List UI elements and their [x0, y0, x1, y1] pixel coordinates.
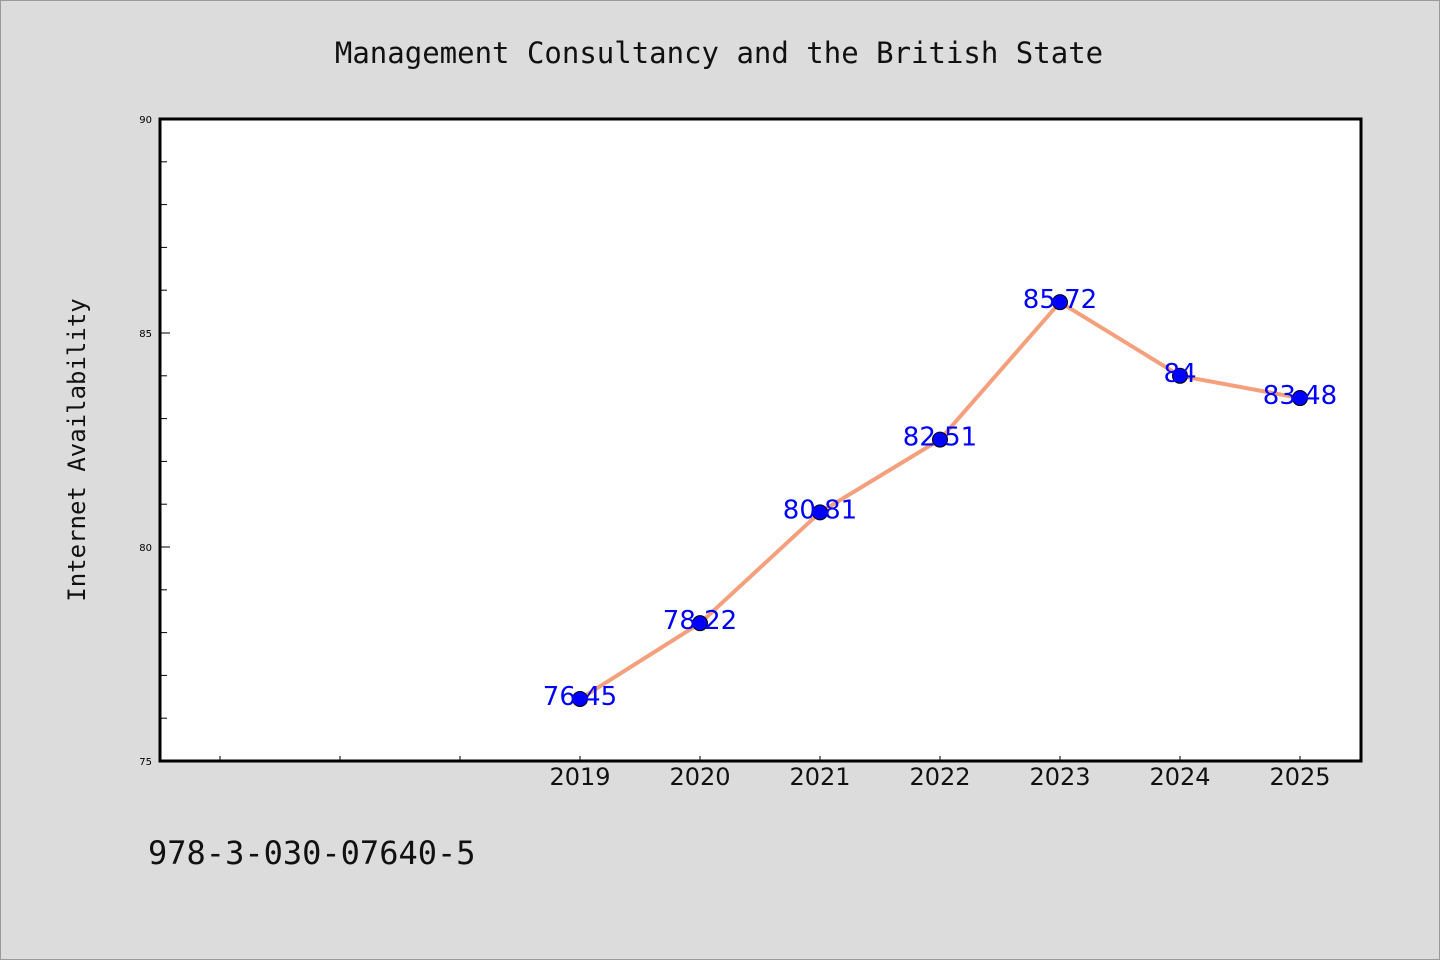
y-axis-ticks: 75 80 85 90 [139, 115, 170, 768]
x-tick-label: 2020 [669, 763, 730, 791]
data-label-group: 76.45 78.22 80.81 82.51 85.72 84 83.48 [543, 285, 1337, 712]
y-tick-label: 75 [139, 757, 152, 768]
x-tick-label: 2019 [549, 763, 610, 791]
data-label: 76.45 [543, 682, 617, 712]
data-label: 85.72 [1023, 285, 1097, 315]
data-point-marker [1292, 390, 1308, 407]
data-label: 80.81 [783, 495, 857, 525]
data-point-marker [812, 504, 828, 521]
x-tick-label: 2025 [1269, 763, 1330, 791]
data-label: 84 [1163, 359, 1196, 389]
data-label: 83.48 [1263, 381, 1337, 411]
data-label: 78.22 [663, 606, 737, 636]
x-tick-label: 2022 [909, 763, 970, 791]
data-point-marker [932, 431, 948, 448]
data-point-marker [1172, 367, 1188, 384]
y-tick-label: 80 [139, 543, 152, 554]
series-line-group [572, 294, 1308, 707]
y-tick-label: 85 [139, 329, 152, 340]
data-point-marker [1052, 294, 1068, 311]
isbn-text: 978-3-030-07640-5 [148, 834, 476, 872]
data-point-marker [692, 615, 708, 632]
data-label: 82.51 [903, 423, 977, 453]
chart-title: Management Consultancy and the British S… [335, 36, 1103, 70]
x-tick-label: 2023 [1029, 763, 1090, 791]
y-tick-label: 90 [139, 115, 152, 126]
y-axis-label: Internet Availability [63, 298, 91, 601]
x-tick-label: 2024 [1149, 763, 1210, 791]
x-tick-label: 2021 [789, 763, 850, 791]
data-point-marker [572, 690, 588, 707]
x-axis-ticks: 2019 2020 2021 2022 2023 2024 2025 [219, 756, 1331, 791]
plot-area [158, 117, 1363, 763]
